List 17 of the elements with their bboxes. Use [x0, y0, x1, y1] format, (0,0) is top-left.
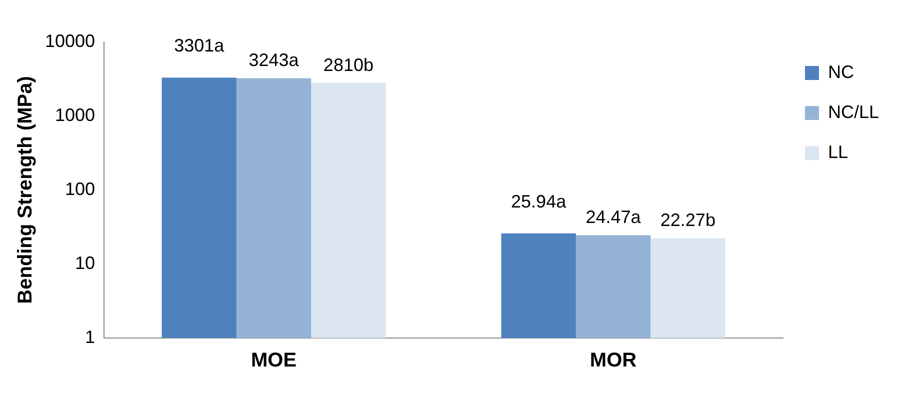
y-tick-label: 10000: [44, 30, 96, 51]
x-tick-label: MOE: [251, 350, 297, 372]
legend-label: LL: [828, 142, 848, 162]
data-label: 2810b: [323, 54, 374, 75]
y-tick-label: 100: [65, 178, 96, 199]
data-label: 25.94a: [511, 191, 568, 212]
data-label: 3301a: [174, 36, 226, 56]
y-tick-label: 1000: [55, 104, 96, 125]
y-axis-title: Bending Strength (MPa): [14, 76, 37, 304]
data-label: 3243a: [248, 50, 300, 70]
y-tick-label: 10: [75, 252, 96, 273]
data-label: 24.47a: [586, 207, 642, 228]
legend-label: NC: [828, 62, 854, 82]
y-tick-label: 1: [85, 326, 96, 347]
legend-label: NC/LL: [828, 102, 880, 122]
data-label: 22.27b: [660, 210, 716, 230]
x-tick-label: MOR: [590, 350, 638, 372]
